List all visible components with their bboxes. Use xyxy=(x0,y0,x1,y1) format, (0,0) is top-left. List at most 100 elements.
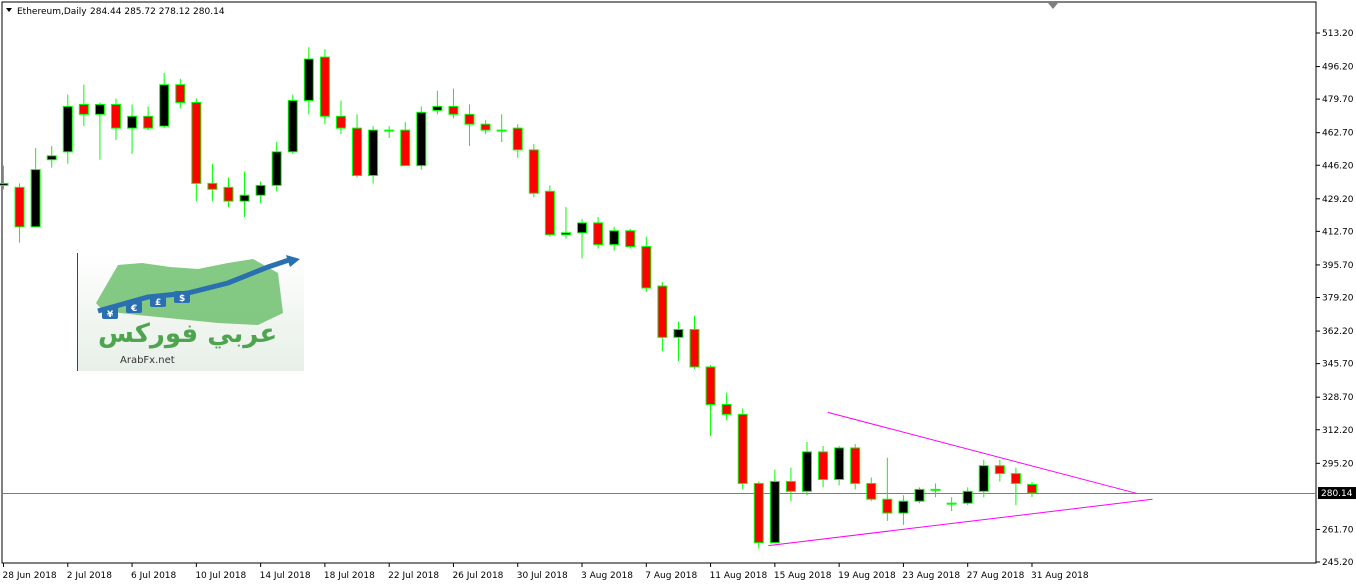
candle-body-down xyxy=(641,246,652,289)
y-tick-label: 245.20 xyxy=(1322,558,1354,568)
y-tick-label: 328.70 xyxy=(1322,393,1354,403)
candle-body-down xyxy=(544,190,555,236)
triangle-pattern xyxy=(768,411,1153,547)
candle-body-down xyxy=(657,285,668,338)
x-tick-label: 26 Jul 2018 xyxy=(452,571,503,581)
candle xyxy=(818,445,829,488)
candle-body-up xyxy=(962,490,973,504)
x-tick-label: 10 Jul 2018 xyxy=(195,571,246,581)
logo-graphic-icon: ¥ € £ $ xyxy=(96,255,300,325)
x-tick-label: 30 Jul 2018 xyxy=(517,571,568,581)
candle-body-up xyxy=(30,169,41,228)
svg-text:£: £ xyxy=(155,298,161,308)
x-tick-label: 31 Aug 2018 xyxy=(1031,571,1089,581)
current-price-label: 280.14 xyxy=(1321,489,1353,499)
dropdown-arrow-icon[interactable] xyxy=(6,8,12,12)
x-tick-label: 27 Aug 2018 xyxy=(967,571,1025,581)
candle xyxy=(464,104,475,146)
candle xyxy=(352,114,363,178)
y-tick-label: 429.20 xyxy=(1322,195,1354,205)
candle-body-up xyxy=(0,182,9,186)
candle xyxy=(159,72,170,129)
candle xyxy=(207,163,218,202)
candle xyxy=(127,104,138,154)
candle-body-up xyxy=(432,105,443,111)
candle-body-down xyxy=(352,127,363,177)
x-tick-label: 15 Aug 2018 xyxy=(774,571,832,581)
logo-site-text: ArabFx.net xyxy=(120,355,175,366)
candle xyxy=(30,147,41,228)
candle-body-up xyxy=(127,115,138,129)
candle-body-up xyxy=(303,58,314,102)
chart-shift-marker-icon[interactable] xyxy=(1048,3,1058,9)
candle-body-up xyxy=(46,155,57,161)
candle-body-down xyxy=(512,127,523,151)
candle-body-up xyxy=(930,488,941,491)
candle xyxy=(46,145,57,168)
candle xyxy=(175,78,186,109)
candle-body-down xyxy=(689,328,700,368)
candle-body-down xyxy=(14,186,25,228)
x-tick-label: 3 Aug 2018 xyxy=(581,571,633,581)
candle xyxy=(689,315,700,369)
candle xyxy=(802,441,812,496)
candle-body-down xyxy=(1026,484,1037,494)
candle-body-down xyxy=(705,366,716,405)
candle xyxy=(110,98,121,140)
candle xyxy=(994,459,1005,482)
candle xyxy=(705,365,716,437)
candle-body-down xyxy=(319,56,330,117)
svg-text:€: € xyxy=(130,304,137,314)
candle xyxy=(143,106,154,131)
candle-body-down xyxy=(175,84,186,103)
candle-body-down xyxy=(866,482,877,500)
candle xyxy=(191,98,202,202)
candle xyxy=(14,183,25,243)
time-axis: 28 Jun 2018 2 Jul 2018 6 Jul 2018 10 Jul 20… xyxy=(3,563,1089,581)
candle xyxy=(930,483,941,498)
y-tick-label: 513.20 xyxy=(1322,29,1354,39)
triangle-upper-line xyxy=(827,411,1137,494)
triangle-lower-line xyxy=(768,498,1153,547)
candle-body-down xyxy=(818,451,829,480)
candle-body-up xyxy=(416,111,427,167)
candle-body-up xyxy=(673,328,684,338)
candle xyxy=(303,47,314,115)
x-tick-label: 18 Jul 2018 xyxy=(324,571,375,581)
candle xyxy=(223,177,234,208)
candle-body-up xyxy=(368,129,379,177)
candle xyxy=(287,94,298,154)
candle-body-down xyxy=(850,447,861,484)
candle-body-down xyxy=(1010,473,1021,484)
y-tick-label: 479.70 xyxy=(1322,95,1354,105)
candle xyxy=(416,106,427,170)
candle-body-up xyxy=(62,105,73,153)
x-tick-label: 7 Aug 2018 xyxy=(645,571,697,581)
candle xyxy=(1010,467,1021,506)
candle xyxy=(753,481,764,549)
ohlc-readout: 284.44 285.72 278.12 280.14 xyxy=(90,7,225,17)
candle-body-down xyxy=(464,113,475,125)
candle-body-down xyxy=(882,498,893,514)
candle xyxy=(625,228,636,249)
candle-body-down xyxy=(625,230,636,248)
candle xyxy=(560,207,571,239)
x-tick-label: 19 Aug 2018 xyxy=(838,571,896,581)
candle-body-down xyxy=(721,403,732,415)
svg-text:¥: ¥ xyxy=(107,310,114,320)
candle xyxy=(78,84,89,127)
candle-body-up xyxy=(560,232,571,236)
candle xyxy=(512,124,523,158)
candle-body-down xyxy=(593,222,604,246)
candle-body-up xyxy=(946,502,957,505)
candles-layer xyxy=(0,47,1037,549)
candle-body-up xyxy=(577,222,588,234)
y-tick-label: 345.70 xyxy=(1322,360,1354,370)
candle-body-up xyxy=(255,184,266,196)
candle-body-up xyxy=(914,488,925,502)
candle-body-up xyxy=(769,480,780,544)
candle-body-down xyxy=(785,480,796,492)
candle xyxy=(914,487,925,504)
candle xyxy=(271,141,282,192)
